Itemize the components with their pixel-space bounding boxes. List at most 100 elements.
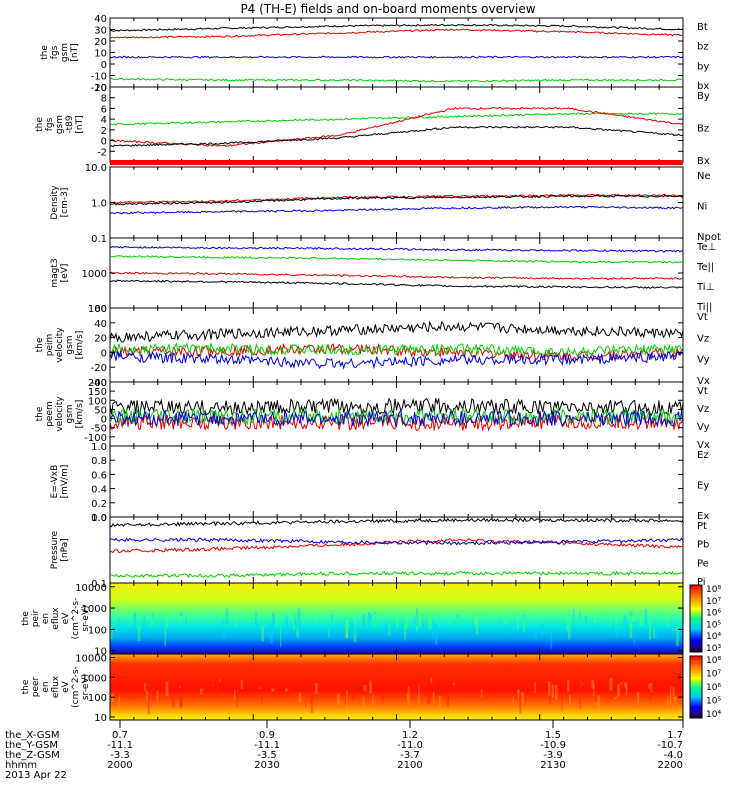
colorbar-label: 10⁴ <box>706 710 721 720</box>
spectrogram-texture <box>428 680 430 686</box>
spectrogram-texture <box>580 678 582 688</box>
spectrogram-texture <box>116 680 120 697</box>
y-tick-label: 20 <box>94 334 107 345</box>
spectrogram-texture <box>610 696 612 701</box>
spectrogram-texture <box>539 626 543 635</box>
spectrogram-texture <box>294 619 297 628</box>
y-tick-label: 10000 <box>75 653 107 664</box>
spectrogram-texture <box>375 623 378 625</box>
spectrogram-texture <box>519 695 522 714</box>
spectrogram-texture <box>667 696 669 712</box>
y-tick-label: -2 <box>97 147 107 158</box>
spectrogram-texture <box>234 688 236 701</box>
spectrogram-texture <box>336 622 338 629</box>
series-Vy-line <box>109 341 684 358</box>
spectrogram-texture <box>454 684 457 689</box>
chart-title: P4 (TH-E) fields and on-board moments ov… <box>240 2 535 16</box>
spectrogram-texture <box>261 695 263 705</box>
y-axis-label: gsm <box>65 404 75 423</box>
spectrogram-texture <box>168 680 172 683</box>
legend-entry: Pi <box>697 577 706 588</box>
spectrogram-texture <box>666 610 669 629</box>
x-row-label: hhmm <box>5 760 37 771</box>
colorbar-label: 10³ <box>706 644 721 654</box>
x-row-label: the_X-GSM <box>5 730 59 741</box>
spectrogram-texture <box>406 693 409 700</box>
colorbar-label: 10⁶ <box>706 609 721 619</box>
spectrogram-texture <box>620 682 623 685</box>
spectrogram-texture <box>315 610 318 622</box>
spectrogram-texture <box>147 694 150 715</box>
spectrogram-peir-eflux: 10 100 1000 10000 the peir en eflux eV (cm^2-s-sr… <box>21 582 721 658</box>
spectrogram-texture <box>133 612 136 630</box>
panel-e-vxb: 0.0 0.2 0.4 0.6 0.8 1.0 E=-VxB [mV/m] Ez Ey Ex <box>50 442 709 524</box>
spectrogram-texture <box>351 619 353 639</box>
y-axis-label: the <box>21 611 31 626</box>
spectrogram-texture <box>598 619 601 623</box>
spectrogram-texture <box>550 628 553 649</box>
spectrogram-texture <box>458 624 460 626</box>
spectrogram-texture <box>288 687 291 697</box>
y-axis-label: velocity <box>55 327 65 363</box>
spectrogram-texture <box>541 624 544 636</box>
spectrogram-texture <box>296 628 299 638</box>
spectrogram-texture <box>528 610 531 619</box>
spectrogram-texture <box>433 624 437 629</box>
legend-entry: Ex <box>697 511 709 522</box>
spectrogram-texture <box>584 616 587 623</box>
x-tick-value: 0.7 <box>112 730 128 741</box>
spectrogram-texture <box>405 619 409 624</box>
legend-entry: Vy <box>697 422 710 433</box>
spectrogram-texture <box>156 690 159 701</box>
spectrogram-texture <box>504 618 507 625</box>
y-tick-label: 30 <box>94 26 107 37</box>
spectrogram-texture <box>235 687 238 699</box>
y-tick-label: 0.8 <box>91 456 107 467</box>
spectrogram-texture <box>632 607 635 620</box>
spectrogram-texture <box>418 685 420 704</box>
spectrogram-texture <box>414 626 417 631</box>
spectrogram-texture <box>110 625 113 639</box>
spectrogram-texture <box>310 695 314 713</box>
spectrogram-texture <box>331 614 334 623</box>
spectrogram-texture <box>362 613 366 628</box>
series-Bt-line <box>109 23 684 32</box>
spectrogram-texture <box>435 624 438 645</box>
series-Vt-line <box>109 320 684 343</box>
spectrogram-texture <box>272 612 275 628</box>
x-axis-annotation: the_X-GSMthe_Y-GSMthe_Z-GSMhhmm0.7-11.1-… <box>5 720 684 781</box>
spectrogram-texture <box>316 624 319 626</box>
spectrogram-texture <box>630 615 632 630</box>
spectrogram-texture <box>419 681 423 689</box>
spectrogram-texture <box>609 615 611 628</box>
spectrogram-texture <box>111 695 114 697</box>
plot-frame <box>109 17 684 88</box>
spectrogram-texture <box>582 683 585 685</box>
spectrogram-texture <box>314 683 318 695</box>
y-axis-label: magt3 <box>50 258 60 287</box>
spectrogram-texture <box>267 627 270 638</box>
y-axis-label: sr-eV) <box>81 605 91 631</box>
series-bx-line <box>109 55 684 59</box>
x-row-label: the_Z-GSM <box>5 750 60 761</box>
colorbar-label: 10⁵ <box>706 697 721 707</box>
spectrogram-texture <box>443 626 446 635</box>
spectrogram-texture <box>615 623 619 638</box>
spectrogram-texture <box>345 620 349 638</box>
spectrogram-texture <box>568 620 570 638</box>
spectrogram-texture <box>623 682 627 688</box>
spectrogram-texture <box>261 626 265 642</box>
spectrogram-texture <box>630 613 632 628</box>
spectrogram-texture <box>352 684 355 701</box>
y-tick-label: 10 <box>94 713 107 724</box>
spectrogram-texture <box>570 678 573 697</box>
spectrogram-texture <box>625 682 628 696</box>
spectrogram-texture <box>298 692 302 702</box>
series-Te||-line <box>109 279 684 289</box>
spectrogram-texture <box>593 685 595 705</box>
spectrogram-texture <box>372 624 376 628</box>
y-tick-label: 1.0 <box>91 199 107 210</box>
y-axis-label: [nT] <box>75 115 85 133</box>
spectrogram-texture <box>525 691 528 696</box>
x-date-label: 2013 Apr 22 <box>5 770 67 781</box>
